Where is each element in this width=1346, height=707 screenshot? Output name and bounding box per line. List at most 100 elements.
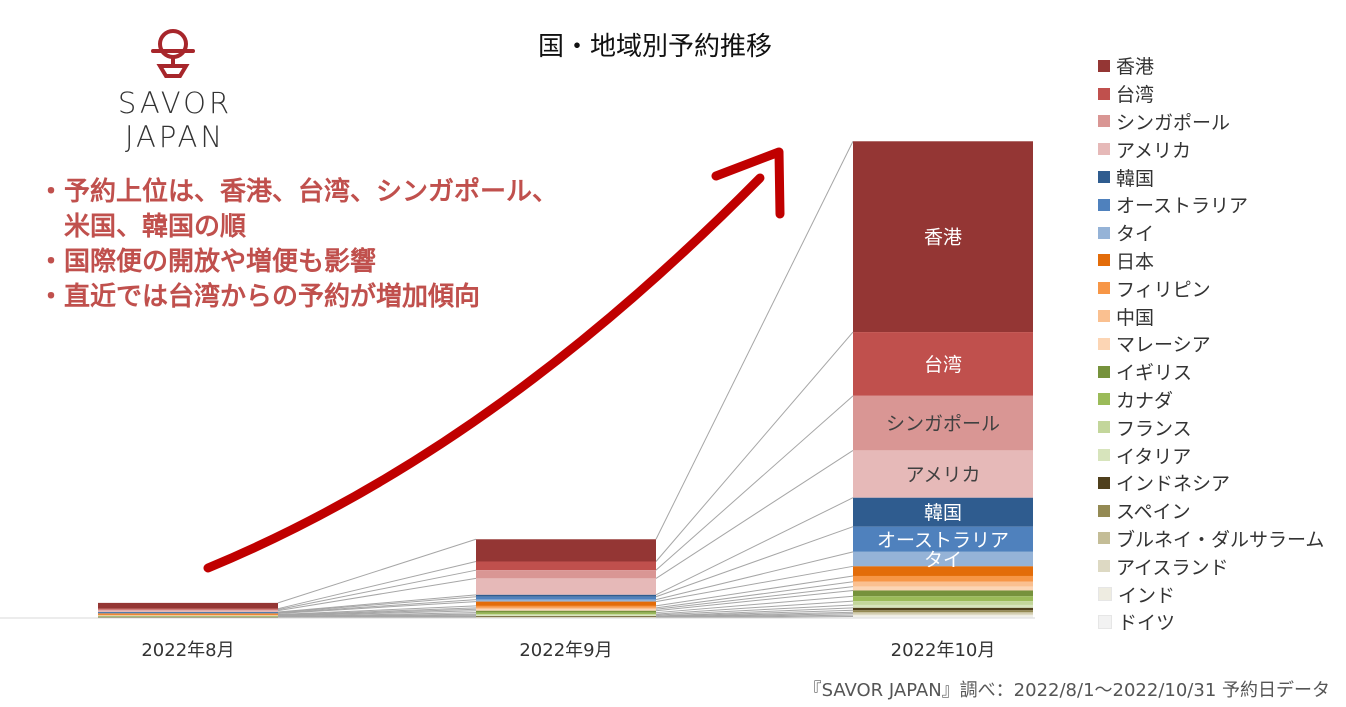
legend-swatch: [1098, 614, 1112, 629]
x-tick-label: 2022年9月: [519, 640, 612, 661]
series-line: [655, 331, 854, 562]
series-line: [277, 599, 477, 614]
series-line: [277, 577, 477, 612]
bar-segment: [98, 610, 278, 613]
legend-swatch: [1098, 282, 1110, 295]
series-line: [277, 596, 477, 614]
legend-label: イタリア: [1116, 445, 1192, 468]
series-line: [655, 607, 854, 617]
bar-segment: [98, 614, 278, 615]
series-line: [655, 575, 854, 607]
legend-swatch: [1098, 198, 1110, 211]
legend-label: インドネシア: [1116, 473, 1231, 496]
bar-segment: [476, 612, 656, 615]
x-tick-label: 2022年10月: [891, 640, 996, 661]
bar-segment: [98, 612, 278, 613]
legend-label: マレーシア: [1116, 334, 1211, 357]
legend-label: イギリス: [1116, 362, 1193, 385]
bar-segment: [853, 604, 1033, 608]
bar-segment: [853, 586, 1033, 591]
series-line: [655, 589, 854, 612]
segment-label: アメリカ: [905, 464, 980, 486]
bar-segment: [98, 613, 278, 614]
bar-segment: [476, 539, 656, 562]
series-line: [655, 526, 854, 598]
bar-segment: [98, 602, 278, 609]
legend-item: 韓国: [1098, 163, 1324, 191]
legend-label: インド: [1118, 584, 1176, 607]
bar-segment: [476, 605, 656, 608]
bar-stacks: [98, 141, 1033, 619]
legend-item: インドネシア: [1098, 469, 1324, 497]
legend-label: 韓国: [1116, 167, 1155, 190]
legend-swatch: [1098, 171, 1110, 184]
source-note: 『SAVOR JAPAN』調べ：2022/8/1～2022/10/31 予約日デ…: [803, 680, 1330, 701]
legend: 香港 台湾 シンガポール アメリカ 韓国 オーストラリア タイ 日本 フィリピン 中国 マレーシアイ…: [1098, 52, 1324, 636]
legend-label: タイ: [1116, 223, 1155, 246]
bar-segment: [853, 607, 1033, 611]
bar-segment: [476, 578, 656, 595]
series-line: [655, 395, 854, 571]
legend-swatch: [1098, 393, 1110, 406]
bar-segment: [98, 615, 278, 617]
logo: SAVOR JAPAN: [70, 28, 280, 154]
bar-segment: [476, 601, 656, 606]
legend-swatch: [1098, 87, 1110, 100]
series-line: [655, 600, 854, 615]
segment-label: 香港: [924, 227, 962, 249]
bar-segment: [853, 590, 1033, 597]
bullet-line: ・予約上位は、香港、台湾、シンガポール、: [38, 177, 559, 207]
legend-item: カナダ: [1098, 386, 1324, 414]
bar-segment: [853, 566, 1033, 576]
legend-swatch: [1098, 449, 1110, 462]
legend-item: アイスランド: [1098, 552, 1324, 580]
series-line: [655, 581, 854, 609]
series-line: [655, 609, 854, 618]
logo-text: SAVOR JAPAN: [117, 86, 233, 154]
bar-segment: [853, 395, 1033, 451]
series-line: [655, 586, 854, 610]
legend-swatch: [1098, 532, 1110, 545]
bullet-line: ・直近では台湾からの予約が増加傾向: [38, 282, 481, 312]
bar-segment: [476, 599, 656, 602]
legend-item: 台湾: [1098, 80, 1324, 108]
bar-segment: [853, 613, 1033, 616]
bar-segment: [853, 526, 1033, 552]
series-line: [655, 141, 854, 540]
series-connector-lines: [277, 141, 854, 619]
legend-label: 台湾: [1116, 84, 1155, 107]
bar-segment: [476, 594, 656, 597]
series-line: [655, 604, 854, 616]
series-line: [277, 605, 477, 615]
bar-segment: [476, 610, 656, 613]
bar-segment: [98, 609, 278, 611]
legend-label: カナダ: [1116, 389, 1174, 412]
bar-segment: [476, 607, 656, 610]
series-line: [277, 594, 477, 613]
legend-item: 香港: [1098, 52, 1324, 80]
bar-segment: [853, 610, 1033, 613]
legend-label: 日本: [1116, 250, 1155, 273]
bar-segment: [98, 614, 278, 616]
bar-segment: [476, 570, 656, 579]
series-line: [655, 565, 854, 603]
legend-item: ドイツ: [1098, 608, 1324, 636]
legend-swatch: [1098, 504, 1110, 517]
legend-swatch: [1098, 587, 1112, 602]
x-tick-label: 2022年8月: [141, 640, 234, 661]
bar-segment: [98, 608, 278, 610]
bar-segment: [853, 612, 1033, 614]
bar-segment: [853, 141, 1033, 333]
bar-segment: [853, 616, 1033, 618]
legend-label: フランス: [1116, 417, 1192, 440]
legend-label: シンガポール: [1116, 111, 1231, 134]
highlight-bullets: ・予約上位は、香港、台湾、シンガポール、 米国、韓国の順 ・国際便の開放や増便も…: [38, 175, 558, 315]
growth-arrow-head: [711, 147, 785, 219]
chart-title: 国・地域別予約推移: [537, 32, 772, 62]
bar-segment: [853, 450, 1033, 498]
legend-item: フィリピン: [1098, 274, 1324, 302]
bar-segment: [476, 616, 656, 618]
bar-segment: [476, 615, 656, 617]
legend-item: フランス: [1098, 413, 1324, 441]
